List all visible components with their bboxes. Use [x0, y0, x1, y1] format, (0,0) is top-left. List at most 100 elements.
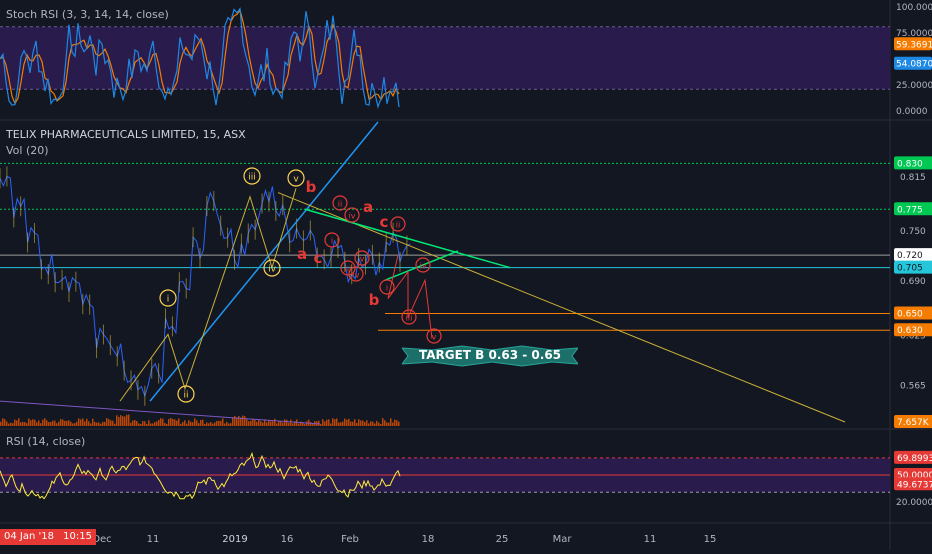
volume-bar: [222, 418, 224, 426]
volume-bar: [82, 418, 84, 426]
volume-bar: [200, 419, 202, 426]
volume-bar: [184, 420, 186, 426]
volume-bar: [102, 421, 104, 426]
wave-letter-red: b: [369, 291, 380, 309]
wave-letter-red: c: [314, 249, 323, 267]
volume-bar: [240, 417, 242, 426]
volume-bar: [6, 421, 8, 426]
volume-bar: [298, 423, 300, 426]
volume-bar: [324, 421, 326, 426]
volume-bar: [166, 423, 168, 426]
time-axis-tick: 18: [422, 534, 435, 545]
volume-bar: [88, 421, 90, 426]
stoch-band: [0, 26, 890, 90]
wave-label-yellow: ii: [183, 391, 188, 401]
volume-bar: [220, 420, 222, 426]
volume-bar: [216, 421, 218, 426]
volume-bar: [252, 418, 254, 426]
volume-bar: [178, 418, 180, 426]
volume-bar: [234, 416, 236, 426]
price-axis-tick: 0.815: [900, 173, 926, 183]
volume-bar: [246, 419, 248, 426]
price-level-label: 0.830: [897, 159, 923, 169]
price-level-badge: [894, 415, 932, 428]
wave-label-red: iii: [345, 265, 352, 274]
volume-bar: [156, 421, 158, 426]
volume-bar: [94, 421, 96, 426]
stoch-value-label: 59.3691: [896, 40, 932, 50]
volume-bar: [342, 421, 344, 426]
wave-label-yellow: i: [167, 295, 170, 305]
volume-bar: [0, 421, 2, 426]
volume-bar: [256, 421, 258, 426]
volume-bar: [260, 421, 262, 426]
volume-bar: [290, 419, 292, 426]
volume-bar: [346, 419, 348, 426]
volume-bar: [78, 418, 80, 426]
wave-label-red: iv: [353, 271, 360, 280]
volume-bar: [264, 419, 266, 426]
volume-bar: [356, 422, 358, 426]
current-time-badge: 04 Jan '18 10:15: [0, 529, 96, 545]
price-level-label: 0.705: [897, 264, 923, 274]
volume-bar: [154, 422, 156, 426]
rsi-value-badge: [894, 477, 932, 491]
volume-bar: [344, 418, 346, 426]
wave-letter-red: a: [363, 198, 373, 216]
volume-bar: [92, 418, 94, 426]
volume-bar: [230, 423, 232, 426]
volume-bar: [96, 422, 98, 426]
volume-bar: [38, 420, 40, 426]
volume-bar: [150, 423, 152, 426]
wave-label-yellow: v: [293, 175, 299, 185]
price-level-badge: [894, 323, 932, 337]
volume-bar: [190, 421, 192, 426]
volume-bar: [330, 423, 332, 426]
volume-bar: [310, 422, 312, 426]
volume-bar: [28, 418, 30, 426]
wave-label-red: ii: [338, 200, 342, 209]
price-level-label: 7.657K: [897, 418, 930, 428]
volume-bar: [80, 419, 82, 426]
price-level-label: 0.720: [897, 251, 923, 261]
wave-circle-red: [379, 279, 395, 295]
volume-bar: [398, 421, 400, 426]
volume-bar: [388, 422, 390, 426]
volume-bar: [338, 422, 340, 426]
target-annotation[interactable]: TARGET B 0.63 - 0.65: [400, 344, 580, 368]
wave-letter-red: a: [297, 245, 307, 263]
volume-bar: [188, 420, 190, 426]
volume-bar: [236, 417, 238, 426]
volume-bar: [136, 421, 138, 426]
wave-circle-red: [332, 195, 348, 211]
stoch-axis-tick: 75.0000: [896, 29, 932, 39]
volume-bar: [368, 423, 370, 426]
volume-bar: [268, 420, 270, 426]
volume-bar: [54, 420, 56, 426]
price-axis-tick: 0.750: [900, 227, 926, 237]
volume-bar: [100, 423, 102, 426]
wave-label-yellow: iii: [248, 173, 256, 183]
volume-bar: [238, 416, 240, 426]
volume-bar: [370, 421, 372, 426]
volume-bar: [40, 423, 42, 426]
wave-circle-yellow: [159, 289, 177, 307]
volume-bar: [360, 420, 362, 426]
volume-bar: [304, 423, 306, 426]
stoch-axis-tick: 100.0000: [896, 3, 932, 13]
volume-bar: [8, 423, 10, 426]
price-level-badge: [894, 202, 932, 216]
wave-label-red: iii: [406, 314, 413, 323]
rsi-title: RSI (14, close): [6, 435, 86, 448]
time-axis-tick: Feb: [341, 534, 359, 545]
rsi-line: [0, 451, 401, 500]
volume-bar: [168, 418, 170, 426]
volume-bar: [334, 419, 336, 426]
volume-bar: [30, 420, 32, 426]
volume-bar: [380, 423, 382, 426]
volume-bar: [376, 420, 378, 426]
volume-bar: [108, 419, 110, 426]
target-text: TARGET B 0.63 - 0.65: [418, 348, 562, 362]
